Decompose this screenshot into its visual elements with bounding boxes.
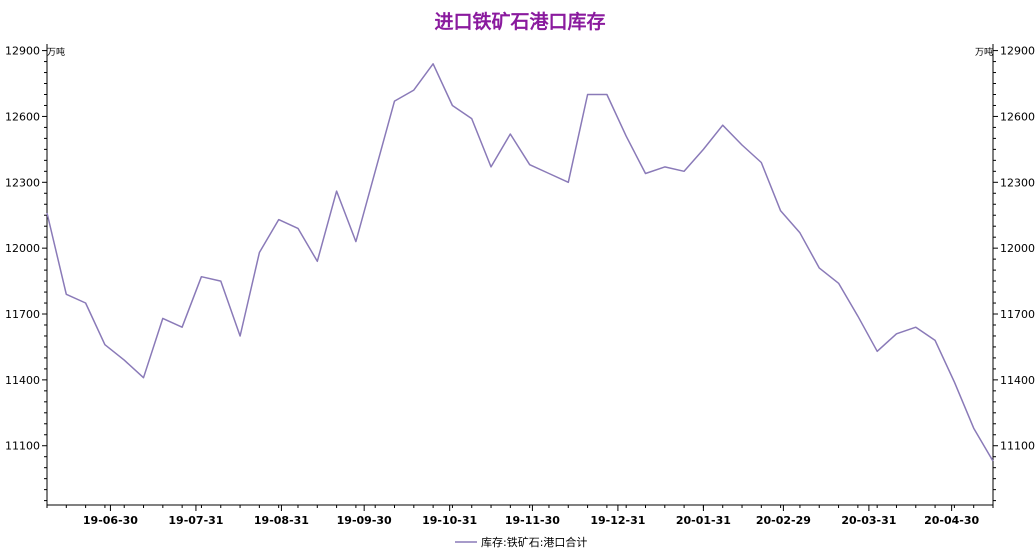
y-tick-label-right: 12900 [1000, 45, 1035, 58]
y-tick-label-left: 12300 [5, 176, 40, 189]
y-tick-label-left: 11700 [5, 308, 40, 321]
x-tick-label: 19-07-31 [168, 514, 223, 527]
x-tick-label: 20-03-31 [841, 514, 896, 527]
legend-label: 库存:铁矿石:港口合计 [481, 535, 587, 549]
series-group [46, 63, 994, 462]
y-tick-label-left: 12900 [5, 45, 40, 58]
x-tick-label: 20-01-31 [676, 514, 731, 527]
x-tick-label: 19-11-30 [505, 514, 560, 527]
x-tick-label: 20-02-29 [756, 514, 811, 527]
y-tick-label-left: 12000 [5, 242, 40, 255]
x-tick-label: 20-04-30 [924, 514, 979, 527]
x-tick-label: 19-08-31 [254, 514, 309, 527]
axes [46, 44, 994, 506]
y-tick-label-left: 11400 [5, 374, 40, 387]
y-tick-label-right: 12600 [1000, 110, 1035, 123]
y-tick-label-left: 12600 [5, 110, 40, 123]
y-unit-left: 万吨 [47, 46, 65, 58]
chart-title: 进口铁矿石港口库存 [434, 10, 605, 33]
x-tick-label: 19-12-31 [590, 514, 645, 527]
y-ticks-left: 11100 11400 11700 12000 12300 12600 12900 [5, 45, 47, 502]
legend: 库存:铁矿石:港口合计 [455, 535, 587, 549]
y-tick-label-right: 12300 [1000, 176, 1035, 189]
y-unit-right: 万吨 [975, 46, 993, 58]
x-tick-label: 19-10-31 [422, 514, 477, 527]
x-ticks: 19-06-30 19-07-31 19-08-31 19-09-30 19-10-31… [46, 505, 994, 527]
y-tick-label-right: 11700 [1000, 308, 1035, 321]
y-tick-label-right: 11400 [1000, 374, 1035, 387]
y-tick-label-left: 11100 [5, 440, 40, 453]
x-tick-label: 19-09-30 [337, 514, 392, 527]
x-tick-label: 19-06-30 [83, 514, 138, 527]
y-ticks-right: 11100 11400 11700 12000 12300 12600 12900 [993, 45, 1035, 502]
y-tick-label-right: 12000 [1000, 242, 1035, 255]
series-line [46, 63, 994, 462]
y-tick-label-right: 11100 [1000, 440, 1035, 453]
